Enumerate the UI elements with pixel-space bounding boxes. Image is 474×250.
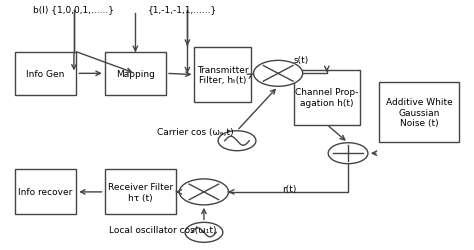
FancyBboxPatch shape [105,53,166,95]
FancyBboxPatch shape [194,48,251,102]
Text: Receiver Filter
hτ (t): Receiver Filter hτ (t) [108,182,173,202]
FancyBboxPatch shape [379,83,459,142]
Text: Local oscillator cos(ω₁t): Local oscillator cos(ω₁t) [109,225,217,234]
Text: r(t): r(t) [282,184,296,193]
Circle shape [179,179,228,205]
FancyBboxPatch shape [294,70,360,125]
Text: Info recover: Info recover [18,188,73,196]
Text: Carrier cos (ωₑ,t): Carrier cos (ωₑ,t) [156,128,233,137]
Text: Channel Prop-
agation h(t): Channel Prop- agation h(t) [295,88,358,107]
FancyBboxPatch shape [15,53,76,95]
Text: {1,-1,-1,1,......}: {1,-1,-1,1,......} [148,5,217,14]
Circle shape [328,143,368,164]
Text: Mapping: Mapping [116,70,155,78]
Text: Info Gen: Info Gen [27,70,65,78]
FancyBboxPatch shape [15,170,76,214]
Circle shape [254,61,303,87]
Circle shape [218,131,256,151]
Text: Transmitter
Filter, hₜ(t): Transmitter Filter, hₜ(t) [197,66,249,85]
Text: s(t): s(t) [294,56,309,65]
FancyBboxPatch shape [105,170,175,214]
Text: Additive White
Gaussian
Noise (t): Additive White Gaussian Noise (t) [385,98,452,128]
Circle shape [185,222,223,242]
Text: b(l) {1,0,0,1,......}: b(l) {1,0,0,1,......} [34,5,114,14]
